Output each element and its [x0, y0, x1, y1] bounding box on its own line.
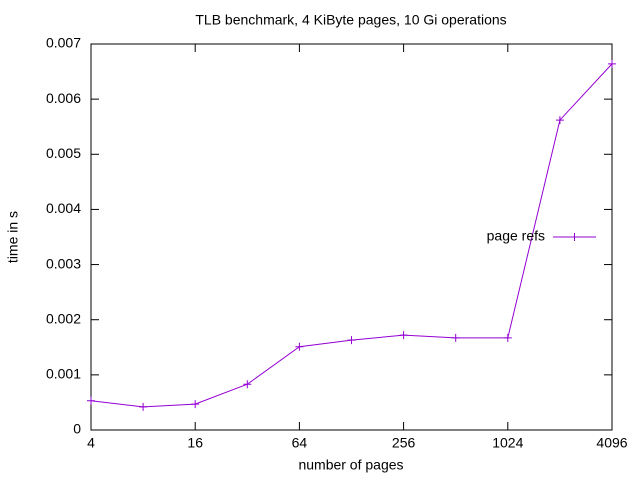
x-tick-label: 64: [292, 435, 308, 451]
data-point: [139, 402, 148, 411]
chart-title: TLB benchmark, 4 KiByte pages, 10 Gi ope…: [195, 12, 506, 28]
x-tick-label: 1024: [492, 435, 523, 451]
legend-label: page refs: [487, 228, 545, 244]
x-tick-label: 4096: [596, 435, 627, 451]
data-point: [608, 59, 616, 68]
data-point: [191, 400, 200, 409]
x-axis-label: number of pages: [298, 457, 403, 473]
y-axis-label: time in s: [5, 211, 21, 263]
data-point: [243, 380, 252, 389]
data-point: [399, 331, 408, 340]
x-tick-label: 4: [87, 435, 95, 451]
y-tick-label: 0.006: [46, 90, 81, 106]
y-tick-label: 0: [73, 421, 81, 437]
data-point: [295, 342, 304, 351]
data-point: [503, 333, 512, 342]
y-tick-label: 0.001: [46, 366, 81, 382]
x-tick-label: 16: [187, 435, 203, 451]
y-tick-label: 0.005: [46, 145, 81, 161]
y-tick-label: 0.007: [46, 35, 81, 51]
y-tick-label: 0.003: [46, 255, 81, 271]
data-point: [555, 116, 564, 125]
data-point: [451, 333, 460, 342]
data-point: [87, 396, 95, 405]
x-tick-label: 256: [392, 435, 416, 451]
y-tick-label: 0.002: [46, 310, 81, 326]
legend-marker: [570, 233, 579, 241]
y-tick-label: 0.004: [46, 200, 81, 216]
data-point: [347, 336, 356, 345]
plot-frame: [90, 43, 613, 431]
